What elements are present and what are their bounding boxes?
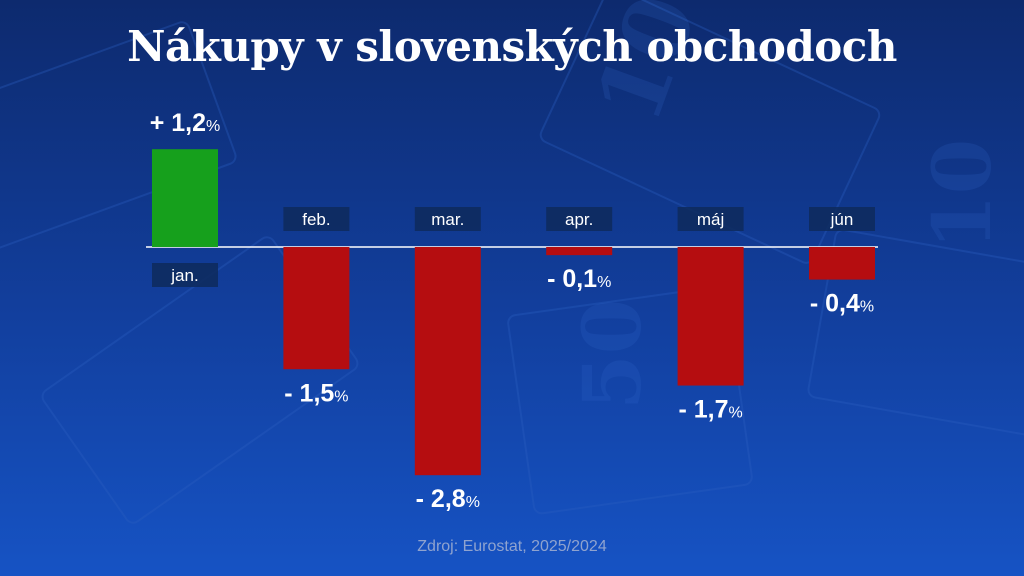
category-label-box: [152, 263, 218, 287]
category-label-box: [283, 207, 350, 231]
category-label: jan.: [170, 266, 198, 285]
category-label: apr.: [565, 210, 593, 229]
value-label: - 1,5%: [284, 379, 348, 407]
value-label: + 1,2%: [150, 109, 221, 137]
source-note: Zdroj: Eurostat, 2025/2024: [417, 538, 607, 555]
category-label: máj: [697, 210, 724, 229]
category-label-box: [677, 207, 744, 231]
category-label: jún: [830, 210, 854, 229]
value-label: - 2,8%: [416, 485, 480, 513]
category-label: feb.: [302, 210, 330, 229]
bar: [546, 247, 613, 256]
category-label: mar.: [431, 210, 464, 229]
category-label-box: [809, 207, 875, 231]
value-label: - 0,4%: [810, 290, 874, 318]
value-label: - 1,7%: [678, 396, 742, 424]
page-title: Nákupy v slovenských obchodoch: [127, 22, 897, 71]
bar: [677, 247, 744, 386]
bar: [283, 247, 350, 370]
bar: [809, 247, 875, 280]
category-label-box: [546, 207, 613, 231]
bar: [414, 247, 481, 476]
category-label-box: [414, 207, 481, 231]
value-label: - 0,1%: [547, 265, 611, 293]
bar: [152, 149, 218, 247]
